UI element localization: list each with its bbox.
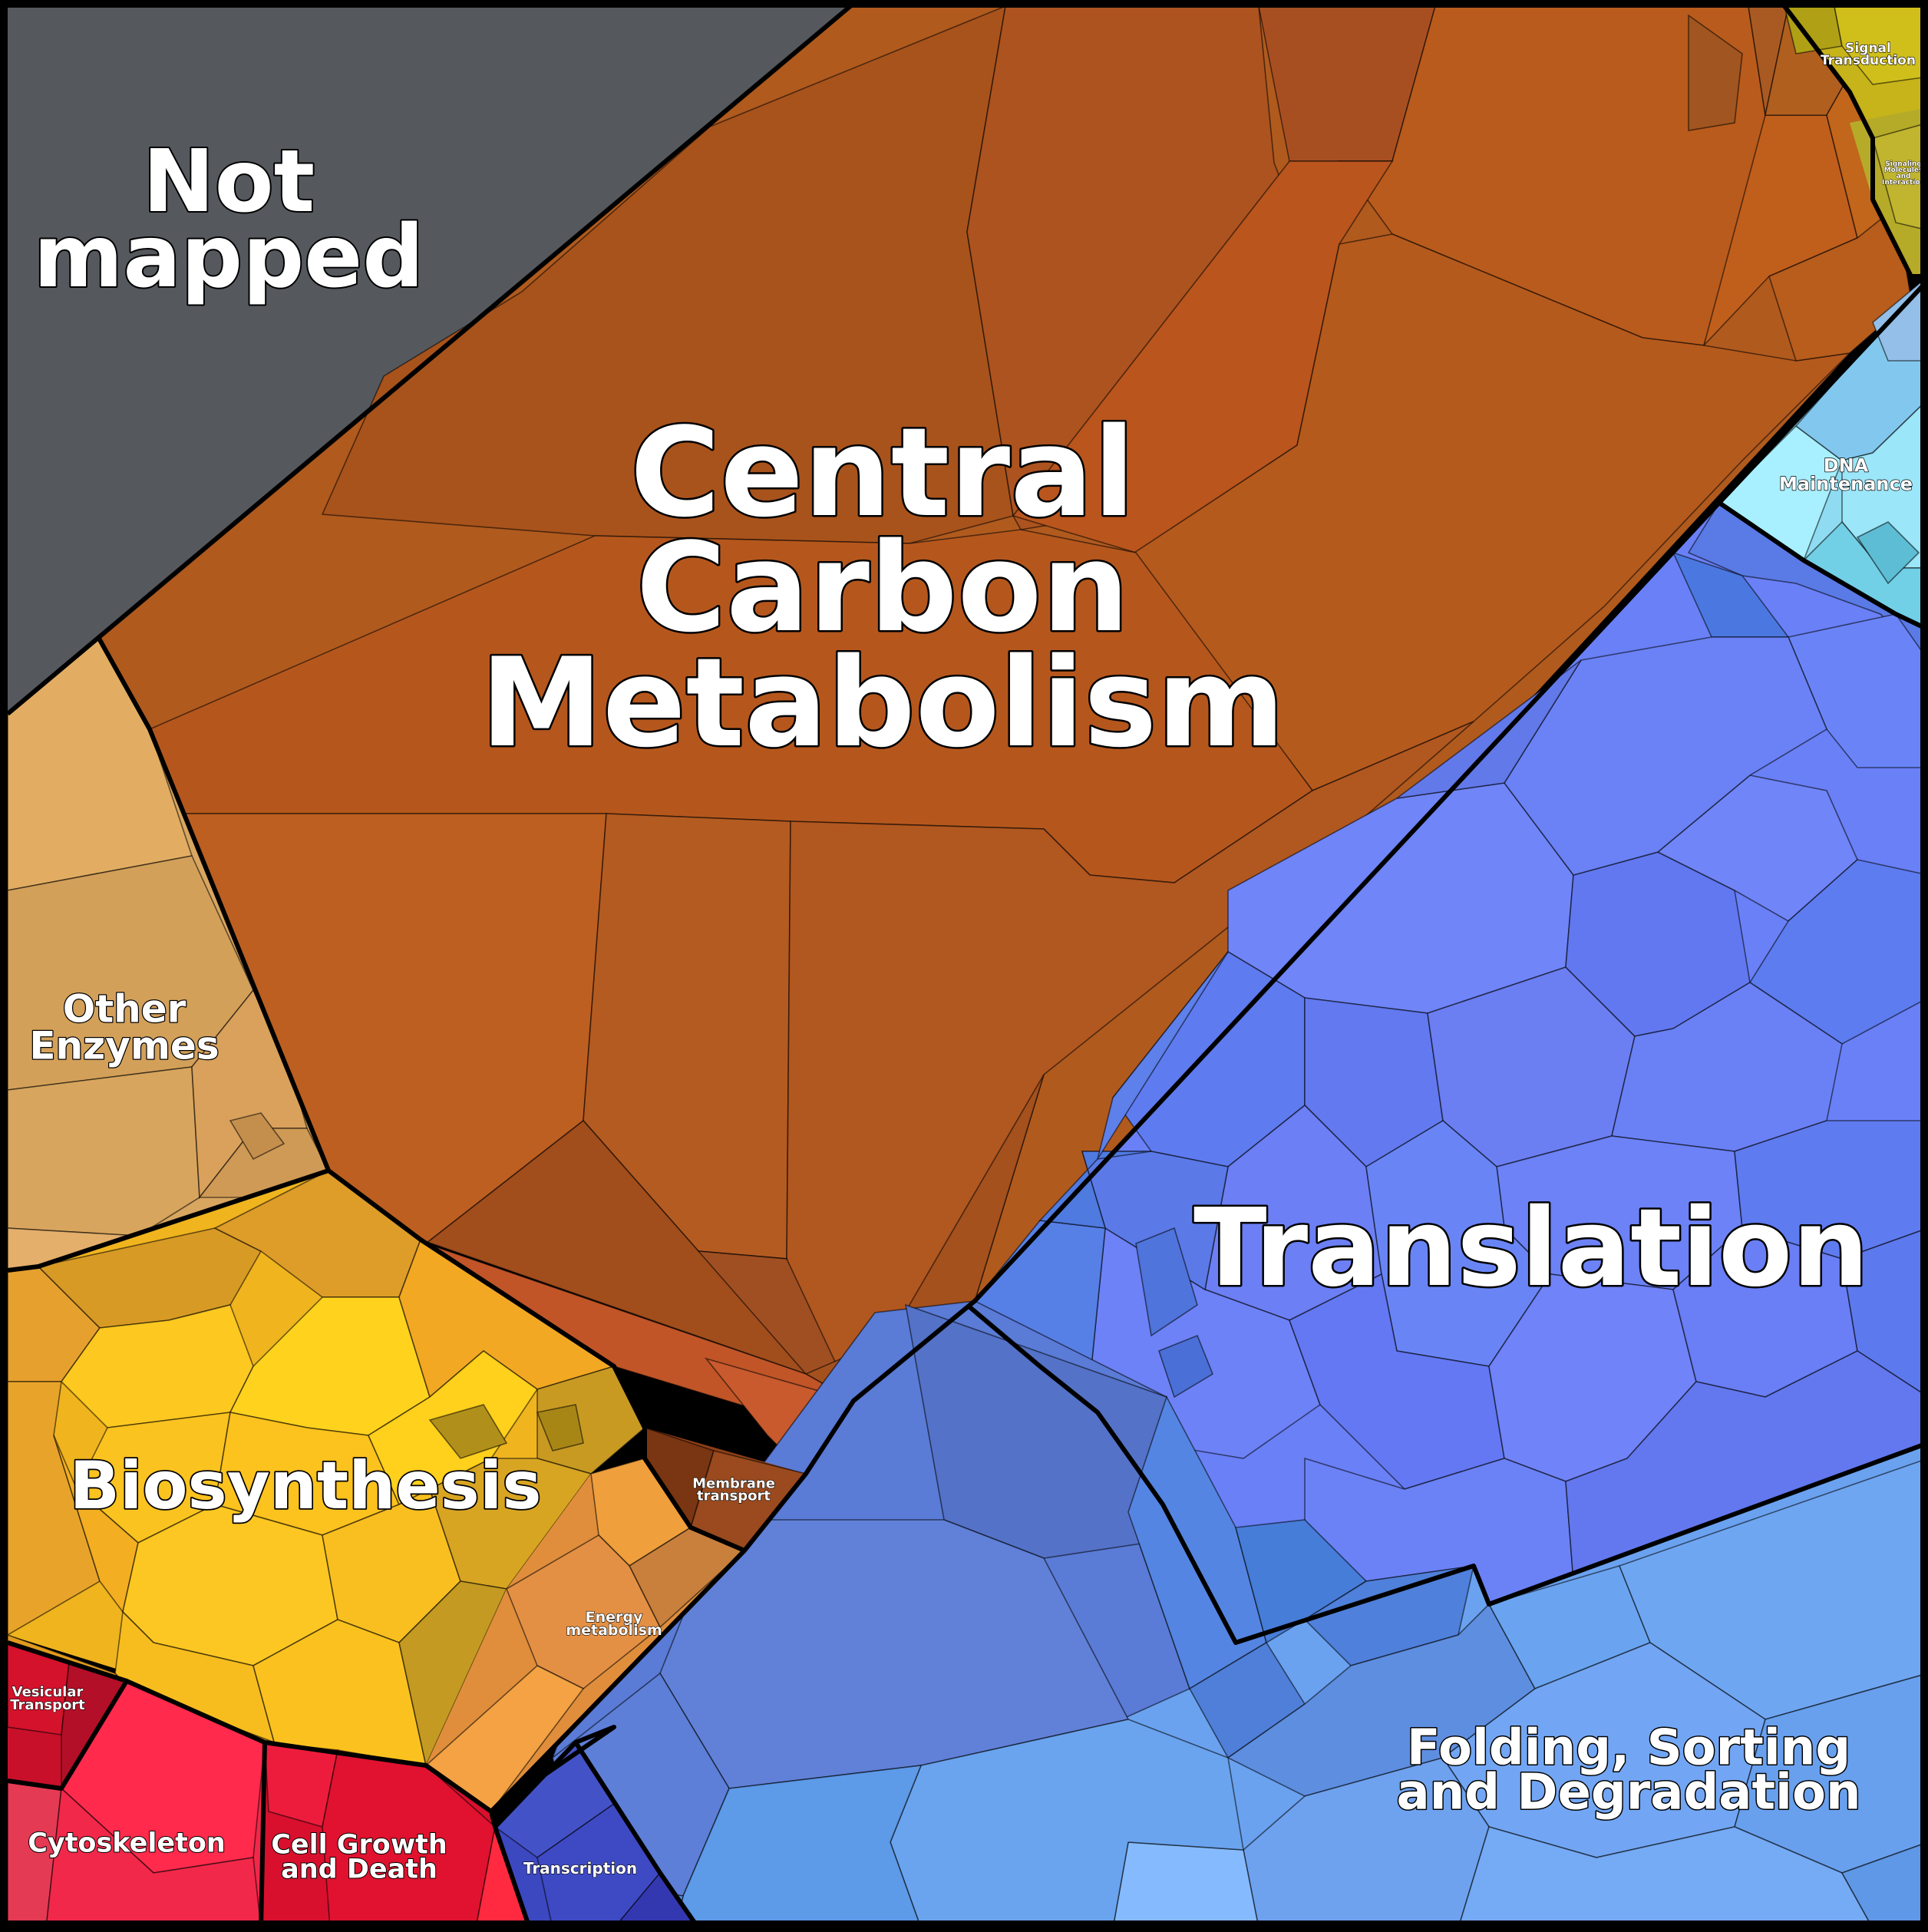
label-folding-line-2: and Degradation: [1397, 1764, 1861, 1821]
label-energy-metabolism-line-1: Energy: [586, 1609, 643, 1626]
region-other-enzymes[interactable]: [7, 636, 330, 1271]
region-central-carbon-metabolism[interactable]: [8, 4, 1928, 1475]
region-energy-metabolism[interactable]: [424, 1458, 746, 1813]
label-dna-maintenance-line-2: Maintenance: [1779, 473, 1913, 494]
label-signal-transduction-line-2: Transduction: [1821, 53, 1916, 68]
region-biosynthesis[interactable]: [7, 1170, 645, 1798]
label-vesicular-transport-line-2: Transport: [10, 1697, 85, 1713]
label-signal-transduction-line-1: Signal: [1845, 41, 1891, 56]
region-translation[interactable]: [966, 501, 1928, 1643]
region-vesicular-transport[interactable]: [7, 1641, 128, 1791]
region-transcription[interactable]: [494, 1741, 700, 1929]
label-translation-line-1: Translation: [1193, 1186, 1869, 1311]
label-signaling-molecules-line-1: Signaling: [1885, 160, 1922, 168]
region-cell-growth-and-death[interactable]: [261, 1742, 531, 1929]
region-cytoskeleton[interactable]: [7, 1679, 266, 1929]
region-membrane-transport[interactable]: [644, 1426, 807, 1551]
label-signaling-molecules-line-4: Interaction: [1882, 179, 1925, 187]
label-cytoskeleton-line-1: Cytoskeleton: [28, 1828, 226, 1858]
label-signaling-molecules-line-2: Molecules: [1884, 167, 1923, 174]
label-energy-metabolism-line-2: metabolism: [566, 1622, 662, 1639]
region-signal-transduction[interactable]: [1783, 5, 1928, 138]
region-folding-sorting-degradation[interactable]: [490, 1300, 1928, 1929]
label-folding-line-1: Folding, Sorting: [1407, 1719, 1850, 1776]
label-not-mapped-line-1: Not: [143, 132, 315, 232]
label-not-mapped-line-2: mapped: [34, 207, 424, 307]
region-dna-maintenance[interactable]: [1718, 275, 1928, 630]
label-signaling-molecules-line-3: and: [1897, 173, 1911, 180]
label-cell-growth-line-2: and Death: [281, 1854, 437, 1884]
region-labels: NotmappedCentralCarbonMetabolismSignalTr…: [10, 40, 1926, 1885]
label-membrane-transport-line-1: Membrane: [692, 1475, 775, 1491]
label-vesicular-transport-line-1: Vesicular: [12, 1684, 84, 1700]
label-central-carbon-line-2: Carbon: [636, 516, 1130, 659]
label-central-carbon-line-1: Central: [630, 401, 1135, 544]
label-cell-growth-line-1: Cell Growth: [271, 1829, 447, 1860]
label-dna-maintenance-line-1: DNA: [1824, 454, 1869, 476]
label-transcription-line-1: Transcription: [523, 1859, 637, 1878]
label-other-enzymes-line-2: Enzymes: [29, 1024, 219, 1068]
region-borders: [6, 4, 1928, 1930]
label-central-carbon-line-3: Metabolism: [480, 631, 1285, 774]
label-biosynthesis-line-1: Biosynthesis: [69, 1448, 541, 1524]
label-membrane-transport-line-2: transport: [697, 1488, 771, 1504]
region-signaling-molecules[interactable]: [1850, 107, 1928, 276]
label-other-enzymes-line-1: Other: [63, 987, 187, 1032]
